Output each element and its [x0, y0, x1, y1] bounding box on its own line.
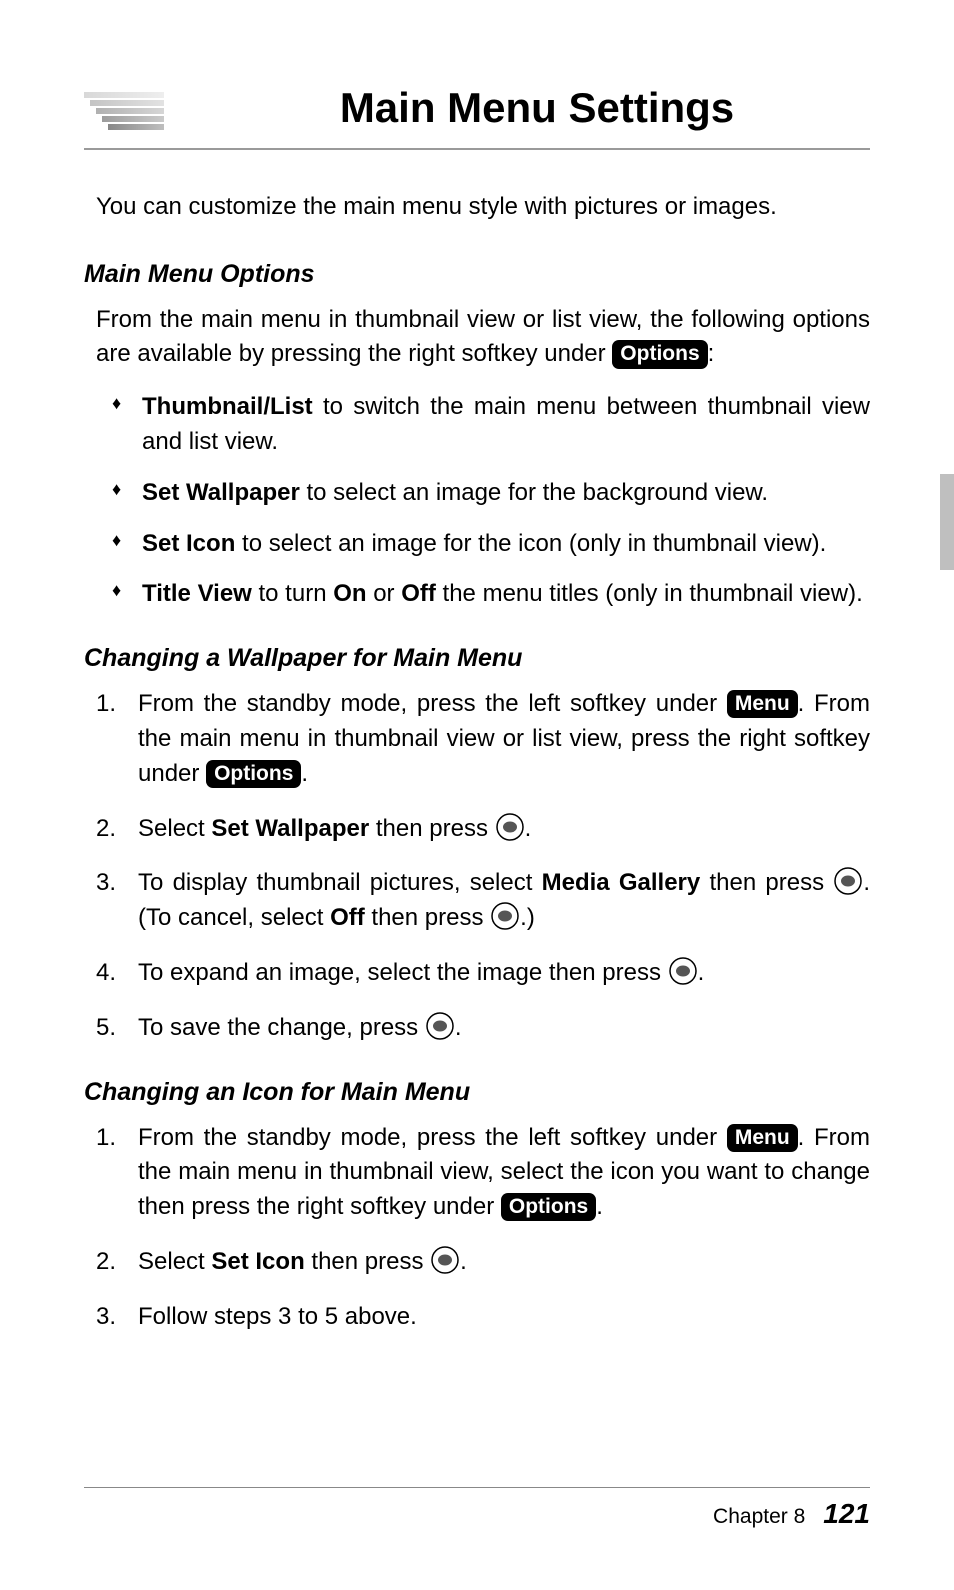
page-number: 121 — [823, 1498, 870, 1530]
text: . — [698, 959, 705, 986]
text: Follow steps 3 to 5 above. — [138, 1303, 417, 1330]
bold-term: Set Wallpaper — [142, 479, 300, 506]
text: . — [460, 1248, 467, 1275]
text: the menu titles (only in thumbnail view)… — [436, 580, 863, 607]
icon-steps-list: 1.From the standby mode, press the left … — [96, 1121, 870, 1335]
text: Select — [138, 1248, 211, 1275]
ok-button-icon — [430, 1245, 460, 1275]
ok-button-icon — [495, 812, 525, 842]
text: then press — [369, 815, 494, 842]
text: . — [525, 815, 532, 842]
bullet-item: Thumbnail/List to switch the main menu b… — [112, 390, 870, 460]
text: From the standby mode, press the left so… — [138, 690, 727, 717]
step-item: 2.Select Set Wallpaper then press . — [96, 812, 870, 847]
text: Select — [138, 815, 211, 842]
bold-term: Set Wallpaper — [211, 815, 369, 842]
intro-text: You can customize the main menu style wi… — [96, 190, 870, 224]
page-content: Main Menu Settings You can customize the… — [0, 0, 954, 1335]
section1-lead: From the main menu in thumbnail view or … — [96, 303, 870, 373]
bullet-item: Set Wallpaper to select an image for the… — [112, 476, 870, 511]
ok-button-icon — [833, 866, 863, 896]
page-footer: Chapter 8 121 — [84, 1487, 870, 1530]
bold-term: Set Icon — [142, 530, 235, 557]
bold-term: Media Gallery — [542, 869, 701, 896]
text: then press — [305, 1248, 430, 1275]
text: to select an image for the icon (only in… — [235, 530, 826, 557]
step-item: 5.To save the change, press . — [96, 1011, 870, 1046]
text: or — [367, 580, 402, 607]
section-heading-wallpaper: Changing a Wallpaper for Main Menu — [84, 644, 870, 673]
bold-term: Set Icon — [211, 1248, 304, 1275]
step-item: 2.Select Set Icon then press . — [96, 1245, 870, 1280]
step-item: 1.From the standby mode, press the left … — [96, 1121, 870, 1225]
chapter-label: Chapter 8 — [713, 1505, 805, 1529]
step-item: 3.To display thumbnail pictures, select … — [96, 866, 870, 936]
header-logo-icon — [84, 70, 164, 130]
bullet-item: Title View to turn On or Off the menu ti… — [112, 577, 870, 612]
options-key-icon: Options — [501, 1193, 596, 1221]
text: From the main menu in thumbnail view or … — [96, 306, 870, 368]
text: . — [455, 1014, 462, 1041]
text: .) — [520, 904, 535, 931]
text: to select an image for the background vi… — [300, 479, 768, 506]
options-bullet-list: Thumbnail/List to switch the main menu b… — [112, 390, 870, 612]
text: then press — [365, 904, 490, 931]
text: : — [708, 340, 715, 367]
text: then press — [700, 869, 833, 896]
options-key-icon: Options — [612, 340, 707, 368]
page-title: Main Menu Settings — [204, 84, 870, 138]
text: To save the change, press — [138, 1014, 425, 1041]
step-item: 1.From the standby mode, press the left … — [96, 687, 870, 791]
text: to turn — [252, 580, 333, 607]
title-underline — [84, 148, 870, 150]
bold-term: Off — [330, 904, 365, 931]
menu-key-icon: Menu — [727, 1124, 798, 1152]
options-key-icon: Options — [206, 760, 301, 788]
bold-term: Title View — [142, 580, 252, 607]
step-item: 4.To expand an image, select the image t… — [96, 956, 870, 991]
text: From the standby mode, press the left so… — [138, 1124, 727, 1151]
menu-key-icon: Menu — [727, 690, 798, 718]
text: . — [301, 760, 308, 787]
ok-button-icon — [425, 1011, 455, 1041]
section-heading-options: Main Menu Options — [84, 260, 870, 289]
text: To expand an image, select the image the… — [138, 959, 668, 986]
text: To display thumbnail pictures, select — [138, 869, 542, 896]
header: Main Menu Settings — [84, 70, 870, 138]
section-heading-icon: Changing an Icon for Main Menu — [84, 1078, 870, 1107]
bold-term: Thumbnail/List — [142, 393, 313, 420]
bullet-item: Set Icon to select an image for the icon… — [112, 527, 870, 562]
ok-button-icon — [490, 901, 520, 931]
step-item: 3.Follow steps 3 to 5 above. — [96, 1300, 870, 1335]
text: . — [596, 1193, 603, 1220]
bold-term: On — [333, 580, 366, 607]
wallpaper-steps-list: 1.From the standby mode, press the left … — [96, 687, 870, 1045]
side-tab — [940, 474, 954, 570]
ok-button-icon — [668, 956, 698, 986]
bold-term: Off — [401, 580, 436, 607]
